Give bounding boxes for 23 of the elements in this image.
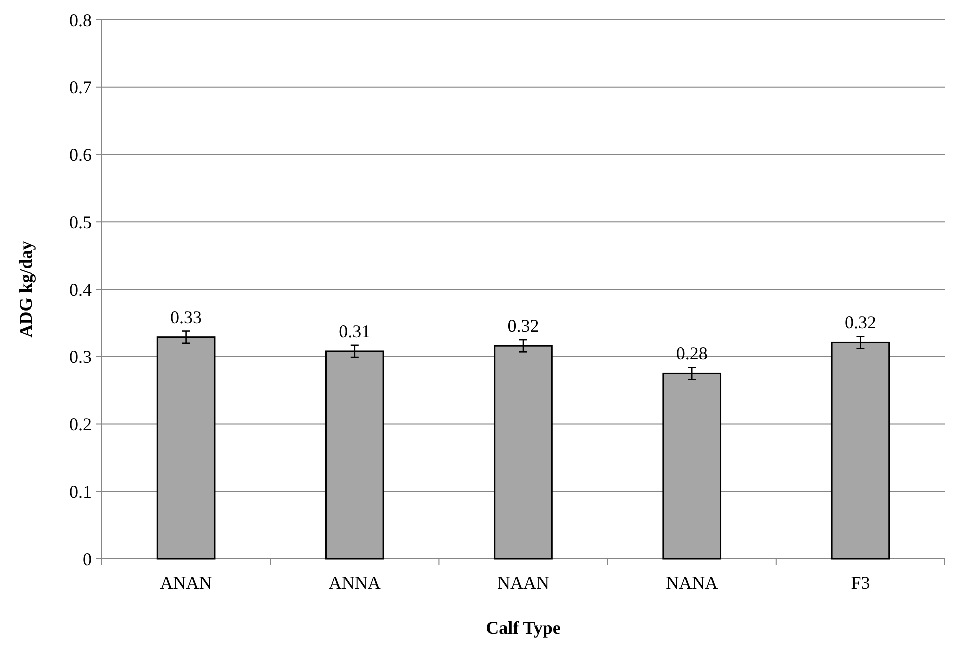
data-label: 0.28 xyxy=(676,344,708,364)
y-tick-label: 0.4 xyxy=(70,280,92,300)
y-axis-title: ADG kg/day xyxy=(16,241,36,338)
y-tick-label: 0.5 xyxy=(70,212,92,232)
x-tick-label: NAAN xyxy=(498,573,550,593)
data-label: 0.31 xyxy=(339,321,371,342)
y-tick-label: 0.1 xyxy=(70,482,92,502)
bar xyxy=(662,372,722,560)
data-label: 0.32 xyxy=(844,312,876,333)
y-tick-label: 0.6 xyxy=(70,145,92,166)
data-label: 0.33 xyxy=(170,307,202,328)
y-tick-label: 0.8 xyxy=(70,10,92,30)
y-tick-label: 0.2 xyxy=(70,414,92,435)
x-axis-title: Calf Type xyxy=(486,618,561,638)
x-tick-label: NANA xyxy=(666,573,718,593)
x-tick-label: ANAN xyxy=(160,573,212,593)
data-label: 0.32 xyxy=(508,316,540,336)
y-tick-label: 0.3 xyxy=(70,347,92,368)
x-tick-label: F3 xyxy=(851,573,870,593)
y-tick-label: 0.7 xyxy=(70,78,92,98)
y-tick-label: 0 xyxy=(83,549,92,570)
bar xyxy=(831,342,890,560)
x-tick-label: ANNA xyxy=(328,573,381,593)
